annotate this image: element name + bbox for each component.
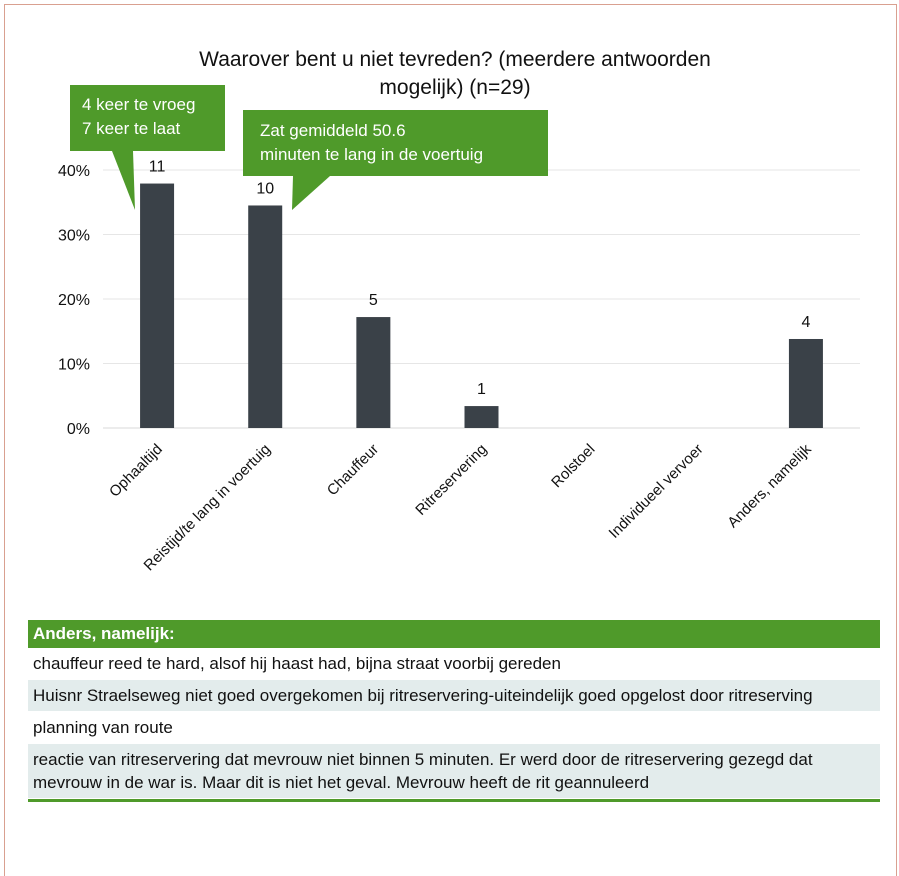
callout-text: Zat gemiddeld 50.6: [260, 121, 406, 140]
bar: [356, 317, 391, 428]
x-tick-label: Rolstoel: [548, 441, 598, 491]
y-tick-label: 40%: [58, 163, 90, 180]
comment-row: reactie van ritreservering dat mevrouw n…: [28, 744, 880, 799]
x-tick-label: Individueel vervoer: [606, 441, 707, 542]
y-tick-label: 30%: [58, 228, 90, 245]
x-tick-label: Anders, namelijk: [724, 440, 815, 531]
callout-pointer: [112, 151, 135, 210]
callout-text: 7 keer te laat: [82, 119, 181, 138]
callout-text: 4 keer te vroeg: [82, 95, 195, 114]
comments-table: Anders, namelijk: chauffeur reed te hard…: [28, 620, 880, 802]
annotations: 4 keer te vroeg 7 keer te laat Zat gemidde…: [70, 85, 548, 210]
comment-row: planning van route: [28, 712, 880, 744]
callout-text: minuten te lang in de voertuig: [260, 145, 483, 164]
y-tick-label: 20%: [58, 292, 90, 309]
bar-data-label: 5: [369, 292, 378, 309]
comment-row: chauffeur reed te hard, alsof hij haast …: [28, 648, 880, 680]
bars: 11 10 5 1 4: [140, 159, 823, 428]
callout-box: [243, 110, 548, 176]
annotation-callout: Zat gemiddeld 50.6 minuten te lang in de …: [243, 110, 548, 210]
chart-title-line-1: Waarover bent u niet tevreden? (meerdere…: [199, 48, 711, 71]
bar-chart: Waarover bent u niet tevreden? (meerdere…: [58, 48, 860, 574]
callout-box: [70, 85, 225, 151]
callout-pointer: [292, 176, 330, 210]
y-tick-label: 0%: [67, 421, 90, 438]
figure-frame: [4, 4, 897, 876]
bar-data-label: 1: [477, 381, 486, 398]
bar-data-label: 11: [149, 159, 166, 176]
comment-row: Huisnr Straelseweg niet goed overgekomen…: [28, 680, 880, 712]
x-tick-label: Reistijd/te lang in voertuig: [141, 441, 274, 574]
bar: [140, 183, 175, 428]
annotation-callout: 4 keer te vroeg 7 keer te laat: [70, 85, 225, 210]
y-tick-label: 10%: [58, 357, 90, 374]
bar: [464, 406, 499, 428]
comments-table-header: Anders, namelijk:: [28, 620, 880, 648]
x-tick-label: Ritreservering: [412, 441, 490, 519]
table-bottom-rule: [28, 799, 880, 802]
x-tick-label: Ophaaltijd: [106, 441, 166, 501]
y-axis-ticks: 0% 10% 20% 30% 40%: [58, 163, 90, 438]
x-tick-label: Chauffeur: [324, 441, 382, 499]
bar-data-label: 10: [256, 180, 274, 197]
bar: [788, 338, 823, 428]
chart-title-line-2: mogelijk) (n=29): [379, 76, 530, 99]
bar-data-label: 4: [801, 314, 810, 331]
bar: [248, 205, 283, 428]
